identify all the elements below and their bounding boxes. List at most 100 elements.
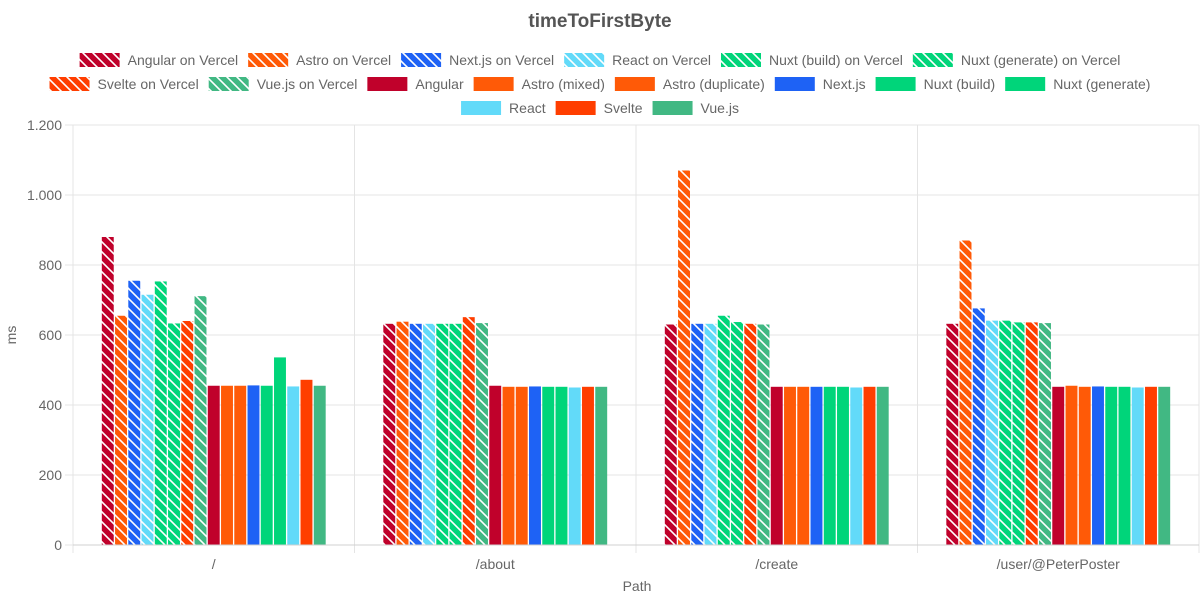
legend-swatch — [774, 77, 815, 91]
bar-astro-duplicate[interactable] — [515, 386, 528, 545]
bar-astro-duplicate[interactable] — [1078, 386, 1091, 545]
legend-item-svelte-on-vercel[interactable]: Svelte on Vercel — [49, 76, 199, 92]
bar-next-js[interactable] — [810, 386, 823, 545]
bar-react[interactable] — [850, 387, 863, 546]
bar-astro-on-vercel[interactable] — [678, 170, 690, 546]
bar-svelte-on-vercel[interactable] — [744, 323, 757, 545]
bar-react[interactable] — [1131, 387, 1144, 546]
legend-swatch — [401, 53, 442, 67]
legend-item-vue-js-on-vercel[interactable]: Vue.js on Vercel — [208, 76, 358, 92]
bar-svelte-on-vercel[interactable] — [181, 321, 194, 545]
bar-astro-on-vercel[interactable] — [396, 321, 409, 545]
bar-next-js-on-vercel[interactable] — [409, 323, 422, 545]
bar-nuxt-build-on-vercel[interactable] — [717, 315, 730, 545]
legend-item-nuxt-generate-on-vercel[interactable]: Nuxt (generate) on Vercel — [912, 52, 1121, 68]
bar-nuxt-build-on-vercel[interactable] — [436, 323, 449, 545]
bar-react[interactable] — [568, 387, 581, 546]
bar-angular-on-vercel[interactable] — [946, 323, 959, 545]
bar-next-js-on-vercel[interactable] — [972, 308, 985, 545]
bar-nuxt-build[interactable] — [260, 385, 273, 545]
bar-vue-js[interactable] — [876, 386, 889, 545]
bar-nuxt-generate[interactable] — [555, 386, 568, 545]
bar-vue-js-on-vercel[interactable] — [194, 296, 207, 545]
bar-nuxt-build[interactable] — [542, 386, 555, 545]
bar-react-on-vercel[interactable] — [423, 323, 435, 545]
legend-item-angular[interactable]: Angular — [367, 76, 464, 92]
bar-react-on-vercel[interactable] — [704, 323, 717, 545]
bar-nuxt-build-on-vercel[interactable] — [999, 320, 1012, 545]
bar-react-on-vercel[interactable] — [141, 294, 154, 545]
bar-next-js[interactable] — [1092, 386, 1104, 545]
legend-item-next-js[interactable]: Next.js — [774, 76, 866, 92]
bar-angular-on-vercel[interactable] — [383, 323, 396, 545]
legend-label: Svelte — [604, 100, 643, 116]
bar-svelte[interactable] — [582, 386, 594, 545]
legend-swatch — [79, 53, 120, 67]
bar-angular-on-vercel[interactable] — [101, 237, 114, 545]
bar-svelte[interactable] — [1145, 386, 1157, 545]
bar-vue-js[interactable] — [595, 386, 608, 545]
bar-vue-js-on-vercel[interactable] — [1039, 323, 1051, 545]
legend-swatch — [367, 77, 408, 91]
legend-item-svelte[interactable]: Svelte — [555, 100, 643, 116]
legend-item-angular-on-vercel[interactable]: Angular on Vercel — [79, 52, 239, 68]
bar-astro-mixed[interactable] — [221, 385, 233, 545]
legend-swatch — [1005, 77, 1046, 91]
bar-svelte-on-vercel[interactable] — [1025, 322, 1038, 545]
bar-react[interactable] — [287, 386, 300, 545]
legend-item-nuxt-build-on-vercel[interactable]: Nuxt (build) on Vercel — [721, 52, 903, 68]
legend-label: Nuxt (build) — [924, 76, 996, 92]
bar-next-js-on-vercel[interactable] — [691, 323, 704, 545]
bar-nuxt-generate-on-vercel[interactable] — [731, 322, 743, 545]
bar-astro-on-vercel[interactable] — [115, 315, 127, 545]
legend-item-astro-duplicate[interactable]: Astro (duplicate) — [614, 76, 765, 92]
bar-svelte-on-vercel[interactable] — [462, 317, 475, 545]
bar-vue-js-on-vercel[interactable] — [757, 324, 770, 546]
bar-angular[interactable] — [207, 385, 220, 545]
bar-astro-mixed[interactable] — [502, 386, 515, 545]
bar-nuxt-generate[interactable] — [1118, 386, 1131, 545]
bar-astro-duplicate[interactable] — [797, 386, 810, 545]
bar-nuxt-generate-on-vercel[interactable] — [1012, 322, 1025, 545]
bar-nuxt-generate[interactable] — [837, 386, 849, 545]
y-tick-label: 800 — [39, 257, 63, 273]
bar-astro-mixed[interactable] — [784, 386, 796, 545]
legend-item-nuxt-generate[interactable]: Nuxt (generate) — [1005, 76, 1150, 92]
bar-angular[interactable] — [489, 385, 502, 545]
legend-item-nuxt-build[interactable]: Nuxt (build) — [875, 76, 996, 92]
y-tick-label: 0 — [54, 537, 62, 553]
legend-label: Svelte on Vercel — [98, 76, 199, 92]
legend-swatch — [652, 101, 693, 115]
bar-nuxt-generate-on-vercel[interactable] — [449, 323, 462, 545]
bar-svelte[interactable] — [863, 386, 876, 545]
bar-nuxt-generate[interactable] — [274, 357, 286, 545]
bar-vue-js[interactable] — [1158, 386, 1171, 545]
bar-next-js-on-vercel[interactable] — [128, 280, 141, 545]
bar-nuxt-build[interactable] — [823, 386, 836, 545]
bar-svelte[interactable] — [300, 379, 313, 545]
bar-react-on-vercel[interactable] — [986, 320, 998, 545]
bar-nuxt-build[interactable] — [1105, 386, 1118, 545]
bar-astro-on-vercel[interactable] — [959, 240, 972, 546]
bars — [101, 170, 1171, 546]
legend-item-astro-on-vercel[interactable]: Astro on Vercel — [248, 52, 391, 68]
legend-label: Astro on Vercel — [296, 52, 391, 68]
bar-next-js[interactable] — [529, 386, 541, 545]
bar-astro-mixed[interactable] — [1065, 385, 1078, 545]
legend-item-astro-mixed[interactable]: Astro (mixed) — [473, 76, 605, 92]
bar-vue-js-on-vercel[interactable] — [476, 323, 488, 545]
y-axis-label: ms — [3, 326, 19, 345]
legend-item-react[interactable]: React — [461, 100, 546, 116]
bar-angular[interactable] — [1052, 386, 1065, 545]
bar-nuxt-generate-on-vercel[interactable] — [168, 323, 180, 545]
bar-vue-js[interactable] — [313, 385, 326, 545]
bar-angular-on-vercel[interactable] — [664, 324, 677, 546]
bar-nuxt-build-on-vercel[interactable] — [154, 281, 167, 545]
bar-next-js[interactable] — [247, 385, 260, 545]
bar-astro-duplicate[interactable] — [234, 385, 247, 545]
legend-item-react-on-vercel[interactable]: React on Vercel — [564, 52, 711, 68]
bar-angular[interactable] — [770, 386, 783, 545]
legend-item-next-js-on-vercel[interactable]: Next.js on Vercel — [401, 52, 554, 68]
y-tick-label: 200 — [39, 467, 63, 483]
legend-item-vue-js[interactable]: Vue.js — [652, 100, 739, 116]
